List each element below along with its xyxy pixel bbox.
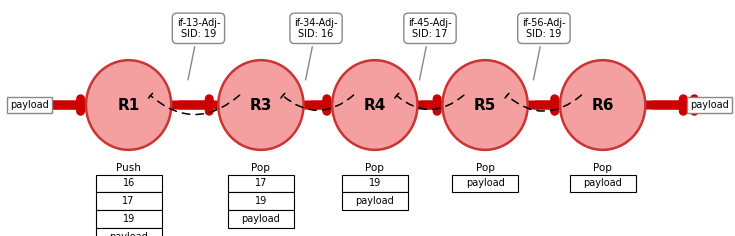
Text: R3: R3 xyxy=(250,97,272,113)
Text: 17: 17 xyxy=(123,196,135,206)
Text: payload: payload xyxy=(356,196,394,206)
Text: 16: 16 xyxy=(123,178,135,189)
Text: payload: payload xyxy=(110,232,148,236)
Text: payload: payload xyxy=(10,100,49,110)
Bar xyxy=(342,175,408,192)
Bar xyxy=(452,175,518,192)
Bar xyxy=(96,175,162,192)
Bar xyxy=(96,192,162,210)
Bar xyxy=(228,192,294,210)
Text: payload: payload xyxy=(242,214,280,224)
Ellipse shape xyxy=(332,60,417,150)
Text: Pop: Pop xyxy=(476,163,495,173)
Bar xyxy=(570,175,636,192)
Bar xyxy=(342,192,408,210)
Bar xyxy=(96,210,162,228)
Text: 19: 19 xyxy=(369,178,381,189)
Bar xyxy=(228,210,294,228)
Text: Push: Push xyxy=(116,163,141,173)
Text: Pop: Pop xyxy=(593,163,612,173)
Text: if-13-Adj-
SID: 19: if-13-Adj- SID: 19 xyxy=(176,17,220,80)
Text: payload: payload xyxy=(466,178,504,189)
Text: R1: R1 xyxy=(118,97,140,113)
Text: if-34-Adj-
SID: 16: if-34-Adj- SID: 16 xyxy=(294,17,338,80)
Ellipse shape xyxy=(442,60,528,150)
Text: R6: R6 xyxy=(592,97,614,113)
Ellipse shape xyxy=(560,60,645,150)
Text: Pop: Pop xyxy=(365,163,384,173)
Text: if-45-Adj-
SID: 17: if-45-Adj- SID: 17 xyxy=(408,17,452,80)
Bar xyxy=(228,175,294,192)
Text: 17: 17 xyxy=(255,178,267,189)
Text: payload: payload xyxy=(690,100,728,110)
Text: R5: R5 xyxy=(474,97,496,113)
Ellipse shape xyxy=(218,60,304,150)
Text: Pop: Pop xyxy=(251,163,270,173)
Text: if-56-Adj-
SID: 19: if-56-Adj- SID: 19 xyxy=(522,17,566,80)
Text: payload: payload xyxy=(584,178,622,189)
Text: 19: 19 xyxy=(255,196,267,206)
Ellipse shape xyxy=(86,60,171,150)
Text: 19: 19 xyxy=(123,214,135,224)
Bar xyxy=(96,228,162,236)
Text: R4: R4 xyxy=(364,97,386,113)
